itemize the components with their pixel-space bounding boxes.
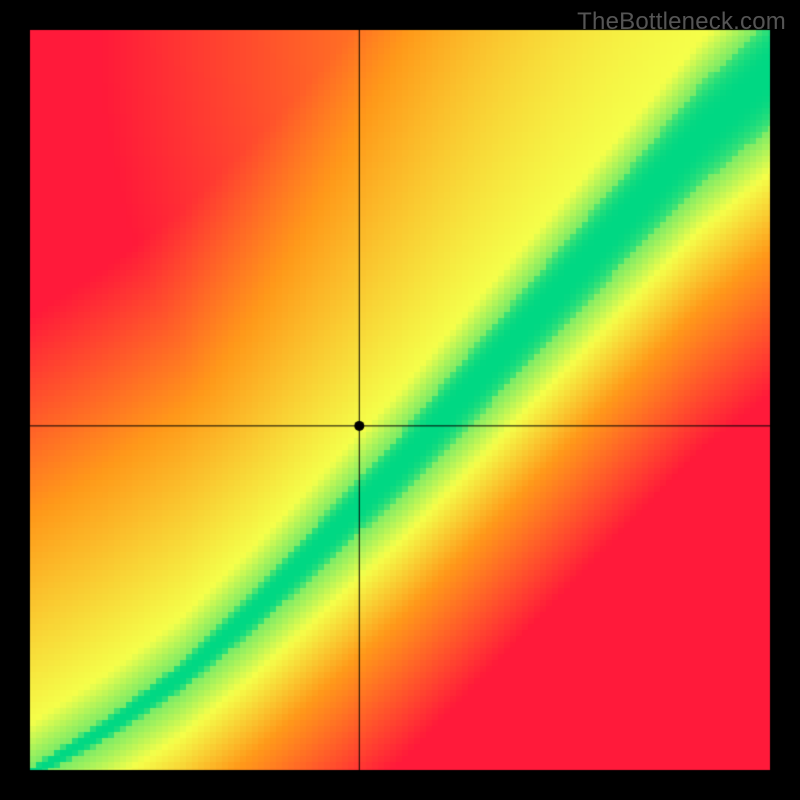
watermark-text: TheBottleneck.com [577,8,786,36]
bottleneck-heatmap [0,0,800,800]
